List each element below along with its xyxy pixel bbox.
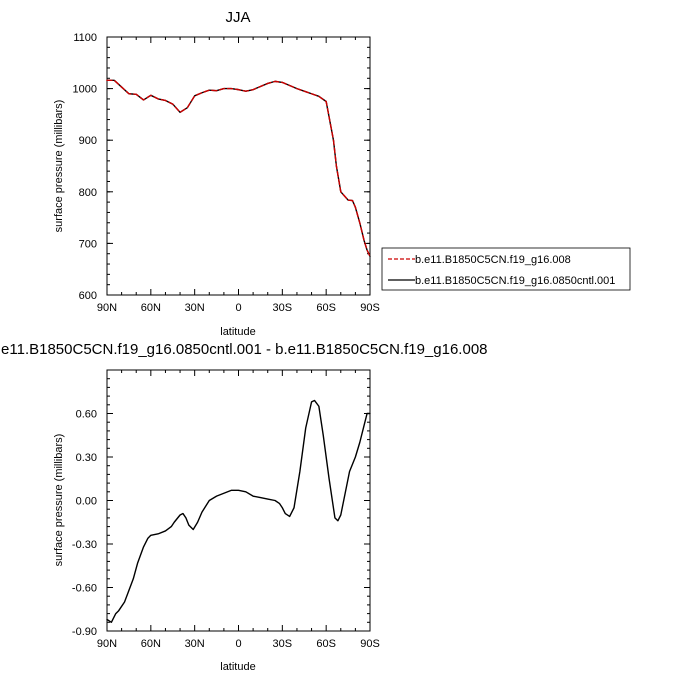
top-y-ticks: 600 700 800 900 1000 1100	[73, 32, 370, 302]
x-tick-label: 90N	[97, 638, 117, 650]
x-tick-label: 90S	[360, 302, 380, 314]
legend-box	[381, 247, 631, 291]
y-tick-label: 800	[79, 187, 97, 199]
top-chart-title: JJA	[225, 9, 250, 26]
bottom-series-group	[106, 399, 371, 623]
top-y-axis-label: surface pressure (millibars)	[53, 100, 65, 233]
y-tick-label: 0.30	[76, 452, 97, 464]
top-series-group	[106, 79, 371, 257]
series-line-2	[106, 79, 371, 257]
series-line-1	[106, 79, 371, 257]
y-tick-label: 0.00	[76, 496, 97, 508]
x-tick-label: 30S	[273, 638, 293, 650]
legend-label-series-2: b.e11.B1850C5CN.f19_g16.0850cntl.001	[415, 275, 615, 287]
y-tick-label: -0.60	[72, 583, 97, 595]
x-tick-label: 60N	[141, 302, 161, 314]
bottom-panel: b.e11.B1850C5CN.f19_g16.0850cntl.001 - b…	[0, 341, 487, 673]
y-tick-label: 1000	[73, 84, 97, 96]
bottom-x-ticks: 90N 60N 30N 0 30S 60S 90S	[97, 370, 380, 650]
y-tick-label: -0.90	[72, 626, 97, 638]
x-tick-label: 60S	[316, 638, 336, 650]
x-tick-label: 30N	[185, 638, 205, 650]
x-tick-label: 0	[235, 302, 241, 314]
bottom-x-axis-label: latitude	[220, 661, 255, 673]
y-tick-label: 1100	[73, 32, 97, 44]
y-tick-label: 0.60	[76, 409, 97, 421]
bottom-y-ticks: -0.90 -0.60 -0.30 0.00 0.30 0.60	[72, 378, 370, 638]
x-tick-label: 30N	[185, 302, 205, 314]
bottom-chart-title: b.e11.B1850C5CN.f19_g16.0850cntl.001 - b…	[0, 341, 487, 358]
top-plot-frame	[106, 36, 371, 296]
x-tick-label: 0	[235, 638, 241, 650]
x-tick-label: 60N	[141, 638, 161, 650]
top-x-axis-label: latitude	[220, 326, 255, 338]
series-line-1	[106, 399, 371, 623]
x-tick-label: 90S	[360, 638, 380, 650]
top-x-ticks: 90N 60N 30N 0 30S 60S 90S	[97, 37, 380, 314]
top-panel: JJA 90N 60N 30N 0 30S 60S 90S 600 700 800 900 1000…	[53, 9, 631, 338]
bottom-plot-frame	[106, 369, 371, 632]
x-tick-label: 90N	[97, 302, 117, 314]
legend: b.e11.B1850C5CN.f19_g16.008 b.e11.B1850C…	[381, 247, 631, 291]
y-tick-label: 700	[79, 238, 97, 250]
bottom-y-axis-label: surface pressure (millibars)	[53, 434, 65, 567]
y-tick-label: -0.30	[72, 539, 97, 551]
y-tick-label: 900	[79, 135, 97, 147]
x-tick-label: 30S	[273, 302, 293, 314]
legend-label-series-1: b.e11.B1850C5CN.f19_g16.008	[415, 254, 571, 266]
x-tick-label: 60S	[316, 302, 336, 314]
y-tick-label: 600	[79, 290, 97, 302]
